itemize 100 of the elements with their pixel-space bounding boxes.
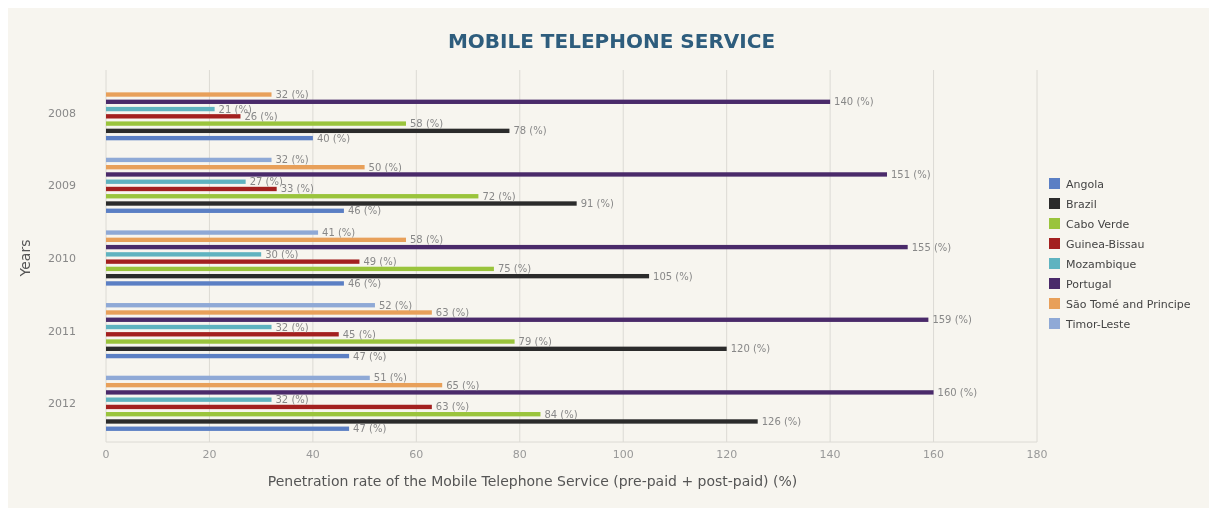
data-label: 32 (%) bbox=[275, 154, 309, 166]
bar bbox=[106, 230, 319, 235]
bar bbox=[106, 201, 577, 206]
data-label: 91 (%) bbox=[580, 198, 614, 210]
data-label: 51 (%) bbox=[373, 372, 408, 384]
x-tick-label: 40 bbox=[305, 448, 320, 461]
legend-label: Portugal bbox=[1066, 277, 1112, 291]
bar bbox=[106, 303, 375, 308]
data-label: 46 (%) bbox=[347, 205, 382, 217]
y-tick-label: 2008 bbox=[48, 106, 76, 120]
legend-label: Cabo Verde bbox=[1066, 217, 1130, 231]
bar bbox=[106, 128, 510, 134]
data-label: 63 (%) bbox=[435, 306, 470, 318]
legend-label: Guinea-Bissau bbox=[1066, 237, 1145, 251]
data-label: 65 (%) bbox=[446, 379, 480, 391]
bar bbox=[106, 135, 313, 141]
data-label: 45 (%) bbox=[342, 328, 377, 340]
bar bbox=[106, 114, 241, 119]
x-tick-label: 180 bbox=[1026, 448, 1048, 461]
bar bbox=[106, 237, 406, 243]
data-label: 72 (%) bbox=[482, 190, 516, 202]
x-axis-title: Penetration rate of the Mobile Telephone Service (pre-paid + post-paid) (%) bbox=[267, 473, 798, 489]
x-tick-label: 120 bbox=[716, 448, 738, 461]
data-label: 159 (%) bbox=[932, 314, 973, 326]
data-label: 47 (%) bbox=[353, 350, 387, 362]
data-label: 63 (%) bbox=[435, 401, 470, 413]
data-label: 58 (%) bbox=[409, 118, 444, 130]
bar bbox=[106, 208, 344, 213]
bar bbox=[106, 106, 215, 112]
bar bbox=[106, 324, 272, 330]
bar bbox=[106, 339, 515, 344]
bar bbox=[106, 397, 272, 402]
x-tick-label: 0 bbox=[102, 448, 110, 461]
data-label: 46 (%) bbox=[347, 277, 382, 289]
bar bbox=[106, 426, 350, 431]
bar bbox=[106, 92, 272, 97]
data-label: 49 (%) bbox=[363, 256, 397, 268]
bar bbox=[106, 390, 934, 395]
data-label: 47 (%) bbox=[353, 423, 387, 435]
bar bbox=[106, 121, 406, 126]
bar bbox=[106, 99, 831, 104]
legend-label: Angola bbox=[1066, 177, 1105, 191]
data-label: 41 (%) bbox=[322, 227, 356, 239]
data-label: 75 (%) bbox=[497, 263, 532, 275]
data-label: 50 (%) bbox=[368, 161, 402, 173]
data-label: 140 (%) bbox=[834, 96, 874, 108]
data-label: 126 (%) bbox=[761, 415, 802, 427]
bar bbox=[106, 157, 272, 163]
bar bbox=[106, 375, 370, 381]
data-label: 120 (%) bbox=[730, 343, 771, 355]
data-label: 32 (%) bbox=[275, 394, 309, 406]
bar bbox=[106, 382, 443, 388]
bar bbox=[106, 332, 339, 337]
y-tick-label: 2011 bbox=[48, 324, 76, 338]
y-axis-title: Years bbox=[17, 239, 33, 278]
bar bbox=[106, 281, 344, 286]
data-label: 155 (%) bbox=[911, 241, 952, 253]
y-tick-label: 2010 bbox=[48, 251, 76, 265]
bar bbox=[106, 252, 262, 257]
data-label: 32 (%) bbox=[275, 89, 309, 101]
data-label: 32 (%) bbox=[275, 321, 309, 333]
x-tick-label: 60 bbox=[409, 448, 424, 461]
legend-label: Timor-Leste bbox=[1065, 317, 1131, 331]
x-tick-label: 20 bbox=[202, 448, 217, 461]
data-label: 84 (%) bbox=[544, 408, 578, 420]
bar bbox=[106, 346, 727, 351]
bar bbox=[106, 194, 479, 199]
bar bbox=[106, 165, 365, 170]
bar bbox=[106, 412, 541, 417]
bar bbox=[106, 266, 494, 272]
data-label: 33 (%) bbox=[280, 183, 314, 195]
bar bbox=[106, 310, 432, 315]
data-label: 52 (%) bbox=[378, 299, 413, 311]
bar bbox=[106, 419, 758, 424]
bar bbox=[106, 259, 360, 264]
legend-label: Mozambique bbox=[1066, 257, 1137, 271]
data-label: 58 (%) bbox=[409, 234, 444, 246]
bar bbox=[106, 244, 908, 250]
bar bbox=[106, 172, 888, 177]
data-label: 105 (%) bbox=[653, 270, 693, 282]
x-tick-label: 80 bbox=[512, 448, 527, 461]
bar bbox=[106, 317, 929, 322]
y-tick-label: 2012 bbox=[48, 397, 76, 411]
data-label: 30 (%) bbox=[265, 248, 299, 260]
x-tick-label: 100 bbox=[612, 448, 634, 461]
data-label: 151 (%) bbox=[891, 168, 931, 180]
y-tick-label: 2009 bbox=[48, 179, 76, 193]
bar bbox=[106, 404, 432, 410]
data-label: 78 (%) bbox=[513, 125, 547, 137]
data-label: 160 (%) bbox=[937, 386, 978, 398]
data-label: 40 (%) bbox=[316, 132, 351, 144]
legend-label: São Tomé and Principe bbox=[1066, 297, 1191, 311]
x-tick-label: 160 bbox=[923, 448, 945, 461]
bar bbox=[106, 179, 246, 184]
bar bbox=[106, 186, 277, 192]
legend-label: Brazil bbox=[1066, 197, 1097, 211]
chart-title: MOBILE TELEPHONE SERVICE bbox=[447, 29, 776, 53]
data-label: 79 (%) bbox=[518, 336, 552, 348]
data-label: 27 (%) bbox=[249, 176, 283, 188]
bar bbox=[106, 353, 350, 359]
